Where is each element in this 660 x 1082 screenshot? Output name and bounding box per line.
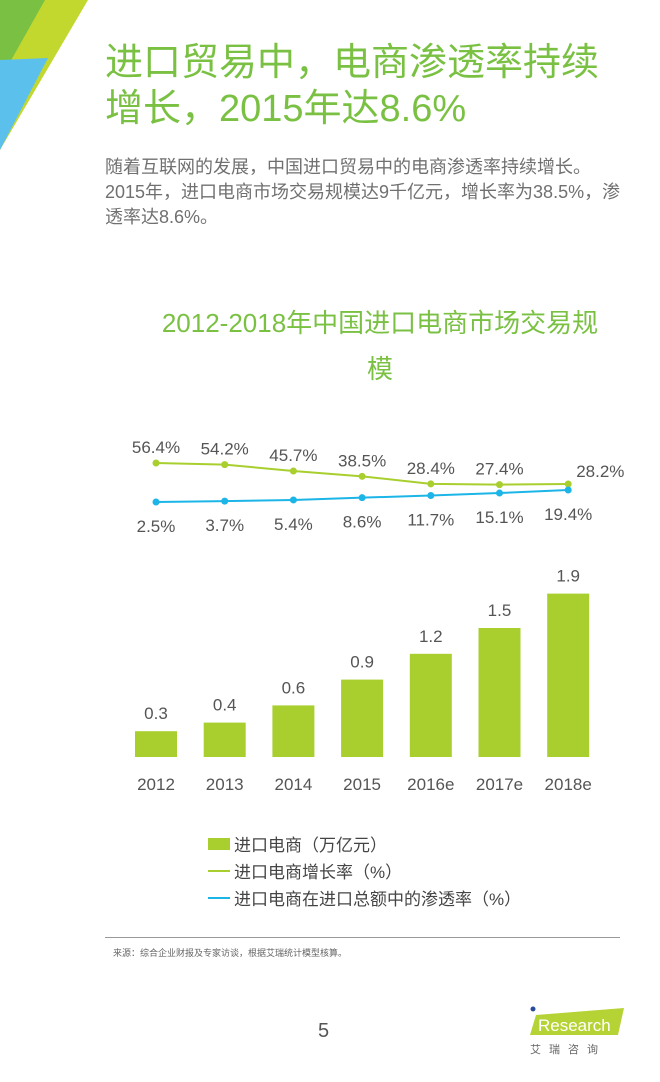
penetration-point (427, 491, 435, 499)
bar (341, 679, 384, 757)
bar-label: 1.5 (488, 601, 512, 620)
page-number: 5 (318, 1020, 330, 1042)
penetration-label: 5.4% (274, 515, 313, 534)
penetration-label: 19.4% (544, 505, 592, 524)
page-title: 进口贸易中，电商渗透率持续增长，2015年达8.6% (105, 42, 600, 130)
growth-label: 28.4% (407, 459, 455, 478)
legend-penetration: 进口电商在进口总额中的渗透率（%） (208, 884, 521, 911)
growth-label: 27.4% (475, 460, 523, 479)
growth-point (427, 480, 435, 488)
penetration-point (221, 497, 229, 505)
growth-point (289, 467, 297, 475)
penetration-point (358, 494, 366, 502)
bar (547, 593, 590, 757)
bar (478, 628, 521, 757)
body-text: 随着互联网的发展，中国进口贸易中的电商渗透率持续增长。2015年，进口电商市场交… (105, 157, 621, 227)
chart-legend: 进口电商（万亿元） 进口电商增长率（%） 进口电商在进口总额中的渗透率（%） (208, 830, 521, 911)
penetration-label: 3.7% (205, 516, 244, 535)
legend-bar: 进口电商（万亿元） (208, 830, 521, 857)
iresearch-logo: Research 艾瑞咨询 (530, 1006, 624, 1056)
x-tick-label: 2013 (206, 775, 244, 794)
x-tick-label: 2014 (274, 775, 312, 794)
x-tick-label: 2018e (545, 775, 592, 794)
growth-label: 56.4% (132, 438, 180, 457)
svg-text:Research: Research (538, 1016, 611, 1035)
corner-decoration (0, 0, 88, 150)
bar (135, 731, 177, 757)
x-tick-label: 2016e (407, 775, 454, 794)
source-note: 来源：综合企业财报及专家访谈，根据艾瑞统计模型核算。 (113, 948, 348, 958)
penetration-label: 15.1% (475, 508, 523, 527)
bar-label: 0.4 (213, 696, 237, 715)
bar-label: 1.2 (419, 627, 443, 646)
growth-label: 38.5% (338, 451, 386, 470)
penetration-label: 8.6% (343, 513, 382, 532)
penetration-label: 2.5% (137, 517, 176, 536)
penetration-point (496, 489, 503, 497)
bar (203, 722, 246, 757)
chart-title: 2012-2018年中国进口电商市场交易规模 (161, 308, 599, 384)
growth-point (496, 481, 503, 489)
penetration-point (152, 498, 160, 506)
x-tick-label: 2017e (476, 775, 523, 794)
bar-label: 0.3 (144, 704, 168, 723)
growth-label: 54.2% (201, 440, 249, 459)
growth-point (221, 461, 229, 469)
penetration-point (289, 496, 297, 504)
chart: 0.3 2012 0.4 2013 0.6 2014 0.9 2015 1.2 2016e 1.5 2… (132, 438, 625, 794)
bar-label: 0.9 (350, 653, 374, 672)
bar-label: 0.6 (282, 678, 306, 697)
growth-label: 45.7% (269, 446, 317, 465)
growth-point (564, 480, 572, 488)
penetration-label: 11.7% (407, 510, 454, 529)
growth-point (358, 472, 366, 480)
growth-point (152, 459, 160, 467)
divider (105, 937, 620, 938)
penetration-point (564, 486, 572, 494)
bar (272, 705, 315, 757)
bar-label: 1.9 (556, 567, 580, 586)
bar (409, 653, 452, 757)
growth-label: 28.2% (576, 462, 624, 481)
x-tick-label: 2012 (137, 775, 175, 794)
legend-growth: 进口电商增长率（%） (208, 857, 521, 884)
svg-text:艾瑞咨询: 艾瑞咨询 (530, 1042, 606, 1056)
x-tick-label: 2015 (343, 775, 381, 794)
